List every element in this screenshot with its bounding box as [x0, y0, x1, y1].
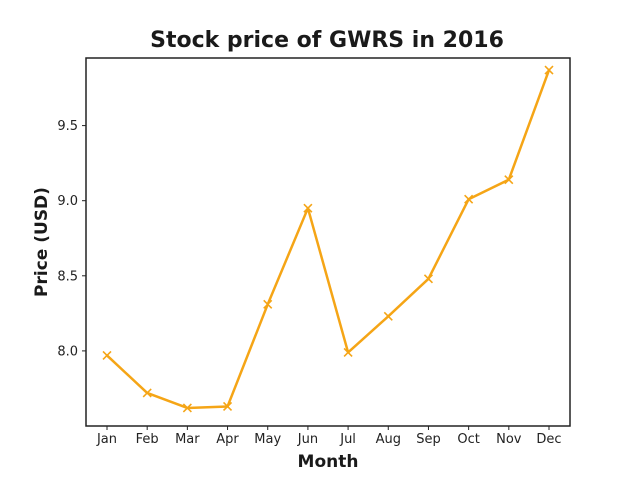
x-tick-label: Jul — [339, 432, 356, 447]
series-line — [105, 68, 551, 410]
data-point-marker — [423, 274, 434, 284]
x-tick-label: Nov — [496, 432, 522, 447]
series-layer — [102, 65, 554, 413]
x-tick-label: Sep — [416, 432, 441, 447]
data-point-marker — [182, 403, 192, 413]
x-tick-label: Feb — [136, 432, 159, 447]
data-point-marker — [263, 299, 273, 309]
data-point-marker — [544, 65, 554, 75]
x-tick-label: Apr — [216, 432, 239, 447]
data-point-marker — [343, 347, 353, 357]
data-point-marker — [102, 350, 112, 360]
y-tick-label: 9.5 — [57, 119, 78, 134]
y-axis-ticks: 8.0 8.5 9.0 9.5 — [57, 119, 86, 359]
y-tick-label: 8.0 — [57, 344, 78, 359]
x-tick-label: Dec — [536, 432, 561, 447]
x-tick-label: May — [254, 432, 281, 447]
x-tick-label: Jun — [297, 432, 318, 447]
data-point-marker — [142, 388, 152, 398]
chart-title: Stock price of GWRS in 2016 — [150, 28, 504, 53]
x-tick-label: Jan — [96, 432, 117, 447]
x-tick-label: Aug — [376, 432, 401, 447]
x-tick-label: Mar — [175, 432, 200, 447]
data-point-marker — [464, 194, 474, 204]
plot-area-frame — [85, 57, 571, 427]
x-axis-ticks: Jan Feb Mar Apr May Jun Jul Aug Sep Oct Nov Dec — [96, 426, 562, 447]
data-point-marker — [303, 203, 313, 213]
data-point-marker — [222, 401, 233, 412]
y-tick-label: 8.5 — [57, 269, 78, 284]
x-tick-label: Oct — [457, 432, 479, 447]
x-axis-label: Month — [298, 452, 359, 472]
y-axis-label: Price (USD) — [32, 187, 52, 297]
y-tick-label: 9.0 — [57, 194, 78, 209]
data-point-marker — [383, 311, 393, 321]
data-point-marker — [504, 175, 514, 185]
